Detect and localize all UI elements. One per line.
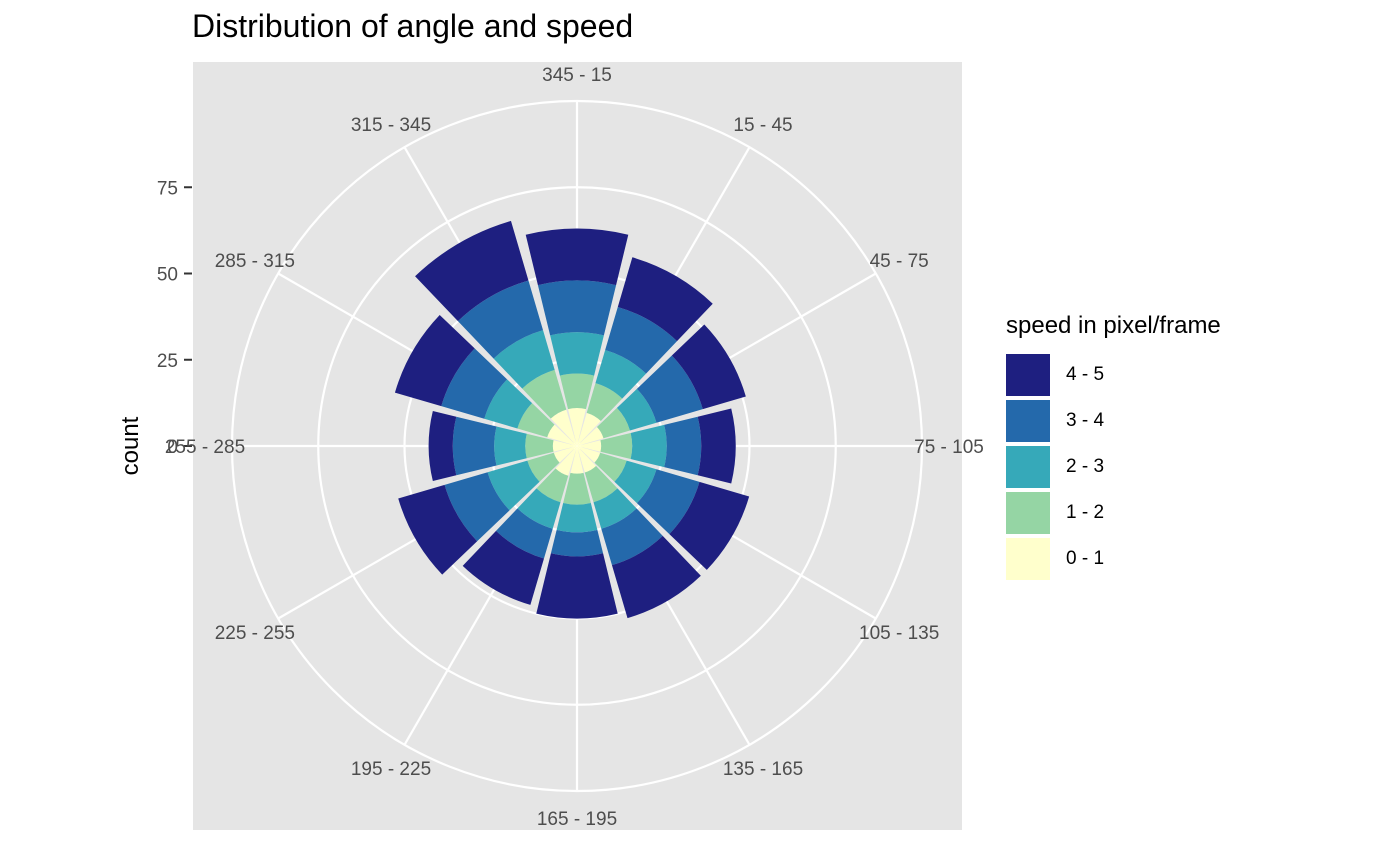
bar-segment [563,472,591,505]
bar-segment [536,553,618,619]
legend-label: 2 - 3 [1066,456,1105,477]
bar-segment [537,280,617,336]
legend-label: 1 - 2 [1066,502,1105,523]
bar-segment [462,530,544,605]
bar-segment [525,228,629,286]
legend-item: 2 - 3 [1006,444,1221,490]
legend-swatch [1006,538,1050,580]
bar-segment [527,452,560,482]
bar-segment [636,355,703,423]
bar-segment [596,407,630,439]
bar-segment [595,349,647,399]
y-axis-label: count [117,416,144,475]
bar-segment [536,468,569,503]
bar-segment [496,508,553,559]
bar-segment [664,416,702,476]
x-tick-label: 15 - 45 [733,115,792,136]
bar-segment [568,408,586,446]
bar-segment [594,452,627,482]
bar-segment [555,446,577,476]
bar-segment [493,330,555,389]
bar-segment [671,324,746,410]
bar-segment [570,446,584,474]
legend-item: 3 - 4 [1006,398,1221,444]
bar-segment [517,488,561,529]
bar-segment [517,403,555,438]
bar-segment [577,426,604,446]
bar-segment [605,306,678,374]
chart-title: Distribution of angle and speed [192,8,634,44]
bar-segment [559,373,595,410]
bar-segment [550,409,577,446]
bar-segment [552,440,577,452]
bar-segment [630,424,667,468]
x-tick-label: 255 - 285 [165,437,245,458]
bar-segment [484,379,533,429]
x-tick-label: 345 - 15 [542,65,612,86]
x-tick-label: 75 - 105 [914,437,984,458]
x-tick-label: 45 - 75 [870,251,929,272]
bar-segment [577,440,602,452]
bar-segment [600,432,633,460]
bar-segment [398,484,478,575]
bar-segment [611,535,701,619]
bar-segment [494,426,527,466]
legend-swatch [1006,446,1050,488]
bar-segment [428,410,457,482]
bar-segment [457,280,544,359]
legend: speed in pixel/frame 4 - 5 3 - 4 2 - 3 1 - … [1006,312,1221,582]
bar-segment [441,348,508,419]
bar-segment [577,446,597,473]
bar-segment [550,529,604,557]
bar-segment [487,460,540,511]
legend-label: 0 - 1 [1066,548,1105,569]
x-tick-label: 315 - 345 [351,115,431,136]
bar-segment [394,315,475,407]
bar-segment [553,446,577,463]
x-tick-label: 195 - 225 [351,759,431,780]
legend-item: 4 - 5 [1006,352,1221,398]
bars-layer [394,220,750,619]
bar-segment [452,416,497,476]
bar-segment [550,332,604,376]
bar-segment [577,412,601,446]
y-tick-label: 75 [157,178,178,199]
bar-segment [577,446,601,463]
x-tick-label: 285 - 315 [215,251,295,272]
bar-segment [444,472,510,542]
legend-item: 1 - 2 [1006,490,1221,536]
bar-segment [601,508,663,566]
legend-swatch [1006,492,1050,534]
legend-swatch [1006,400,1050,442]
legend-label: 4 - 5 [1066,364,1105,385]
bar-segment [614,460,657,504]
bar-segment [697,408,736,484]
bar-segment [586,383,623,422]
bar-segment [617,257,713,342]
bar-segment [616,388,657,431]
y-tick-label: 50 [157,265,178,286]
x-tick-label: 165 - 195 [537,809,617,830]
bar-segment [522,369,567,419]
bar-segment [636,469,700,535]
x-tick-label: 135 - 165 [723,759,803,780]
legend-title: speed in pixel/frame [1006,312,1221,339]
legend-label: 3 - 4 [1066,410,1105,431]
y-tick-label: 25 [157,351,178,372]
bar-segment [584,465,618,503]
bar-segment [415,220,529,322]
legend-swatch [1006,354,1050,396]
y-tick-label: 0 [167,437,178,458]
bar-segment [593,488,637,529]
x-tick-label: 225 - 255 [215,623,295,644]
bar-segment [547,424,577,446]
bar-segment [525,433,554,459]
legend-item: 0 - 1 [1006,536,1221,582]
bar-segment [556,502,598,533]
tick-layer: 0 25 50 75 345 - 15 15 - 45 45 - 75 75 - 105 105… [157,65,984,830]
x-tick-label: 105 - 135 [859,623,939,644]
bar-segment [669,481,750,570]
legend-items: 4 - 5 3 - 4 2 - 3 1 - 2 0 - 1 [1006,352,1221,582]
